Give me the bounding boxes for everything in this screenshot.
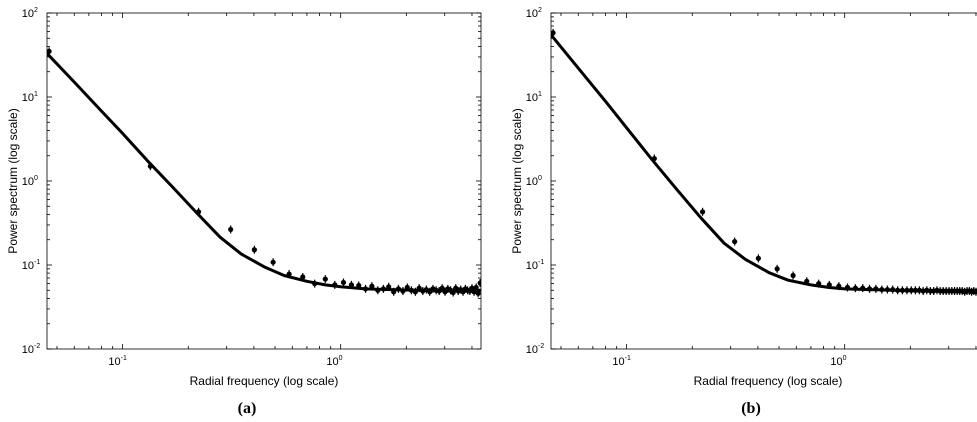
ticks-b: 10 -210 -110 010 110 210 -1 10 0 — [526, 7, 977, 368]
y-tick-label: 10 — [22, 260, 34, 272]
plot-area-b — [550, 12, 977, 350]
x-tick-exponent: 0 — [843, 355, 847, 362]
chart-panel-b: 10 -210 -110 010 110 210 -1 10 0 Radial frequenc… — [510, 7, 977, 417]
chart-panel-a: 10 -210 -110 010 110 210 -1 10 0 Radial frequenc… — [6, 7, 482, 417]
data-point — [369, 283, 375, 289]
y-tick-label: 10 — [526, 176, 538, 188]
x-tick-exponent: -1 — [121, 355, 127, 362]
fit-curve — [47, 51, 481, 292]
data-point — [228, 226, 234, 233]
y-axis-label-a: Power spectrum (log scale) — [6, 108, 20, 253]
y-tick-exponent: 2 — [34, 7, 38, 14]
data-point — [251, 247, 257, 253]
y-tick-label: 10 — [22, 92, 34, 104]
y-tick-exponent: 2 — [538, 7, 542, 14]
data-point — [790, 272, 796, 279]
plot-area-a — [46, 12, 482, 350]
data-point — [475, 290, 481, 296]
x-tick-label: 10 — [612, 356, 624, 368]
data-point — [477, 280, 481, 286]
data-point — [473, 284, 479, 291]
data-point — [699, 209, 706, 215]
data-point — [322, 276, 328, 282]
data-point — [270, 259, 276, 265]
data-point — [300, 274, 306, 280]
data-point — [340, 279, 347, 286]
y-tick-label: 10 — [526, 260, 538, 272]
x-axis-label-b: Radial frequency (log scale) — [694, 374, 843, 388]
fit-curve — [551, 33, 977, 294]
panel-label-a: (a) — [238, 400, 257, 417]
x-tick-label: 10 — [830, 356, 842, 368]
data-point — [755, 255, 761, 261]
x-axis-label-a: Radial frequency (log scale) — [190, 374, 339, 388]
y-tick-exponent: -1 — [34, 259, 40, 266]
y-tick-exponent: -2 — [538, 343, 544, 350]
x-tick-label: 10 — [108, 356, 120, 368]
marks-b — [551, 28, 977, 296]
y-tick-exponent: -2 — [34, 343, 40, 350]
marks-a — [47, 47, 481, 298]
y-axis-label-b: Power spectrum (log scale) — [510, 108, 524, 253]
y-tick-label: 10 — [22, 176, 34, 188]
x-tick-exponent: -1 — [625, 355, 631, 362]
y-tick-exponent: 1 — [34, 91, 38, 98]
data-point — [732, 238, 738, 245]
ticks-a: 10 -210 -110 010 110 210 -1 10 0 — [22, 7, 481, 368]
y-tick-exponent: -1 — [538, 259, 544, 266]
x-tick-exponent: 0 — [339, 355, 343, 362]
y-tick-label: 10 — [22, 8, 34, 20]
y-tick-exponent: 0 — [34, 175, 38, 182]
panel-label-b: (b) — [741, 400, 761, 417]
y-tick-exponent: 1 — [538, 91, 542, 98]
x-tick-label: 10 — [326, 356, 338, 368]
y-tick-label: 10 — [526, 8, 538, 20]
y-tick-exponent: 0 — [538, 175, 542, 182]
data-point — [774, 266, 780, 272]
y-tick-label: 10 — [526, 344, 538, 356]
y-tick-label: 10 — [526, 92, 538, 104]
y-tick-label: 10 — [22, 344, 34, 356]
